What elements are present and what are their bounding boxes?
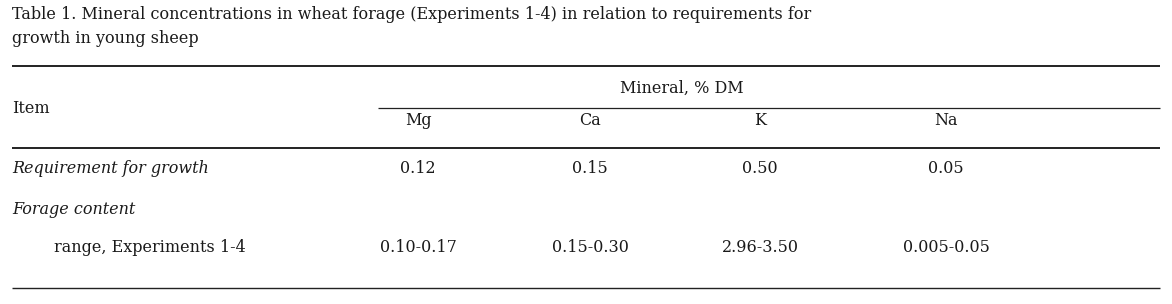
Text: Table 1. Mineral concentrations in wheat forage (Experiments 1-4) in relation to: Table 1. Mineral concentrations in wheat…: [12, 6, 811, 23]
Text: Na: Na: [934, 112, 958, 129]
Text: 2.96-3.50: 2.96-3.50: [722, 240, 798, 257]
Text: 0.50: 0.50: [742, 160, 778, 177]
Text: range, Experiments 1-4: range, Experiments 1-4: [54, 240, 246, 257]
Text: Mineral, % DM: Mineral, % DM: [620, 80, 744, 97]
Text: 0.12: 0.12: [400, 160, 436, 177]
Text: 0.15-0.30: 0.15-0.30: [552, 240, 628, 257]
Text: growth in young sheep: growth in young sheep: [12, 30, 198, 47]
Text: Mg: Mg: [404, 112, 431, 129]
Text: Ca: Ca: [579, 112, 601, 129]
Text: 0.05: 0.05: [928, 160, 963, 177]
Text: 0.005-0.05: 0.005-0.05: [902, 240, 989, 257]
Text: 0.10-0.17: 0.10-0.17: [380, 240, 456, 257]
Text: K: K: [754, 112, 766, 129]
Text: Forage content: Forage content: [12, 202, 135, 219]
Text: Item: Item: [12, 100, 49, 117]
Text: 0.15: 0.15: [572, 160, 608, 177]
Text: Requirement for growth: Requirement for growth: [12, 160, 209, 177]
